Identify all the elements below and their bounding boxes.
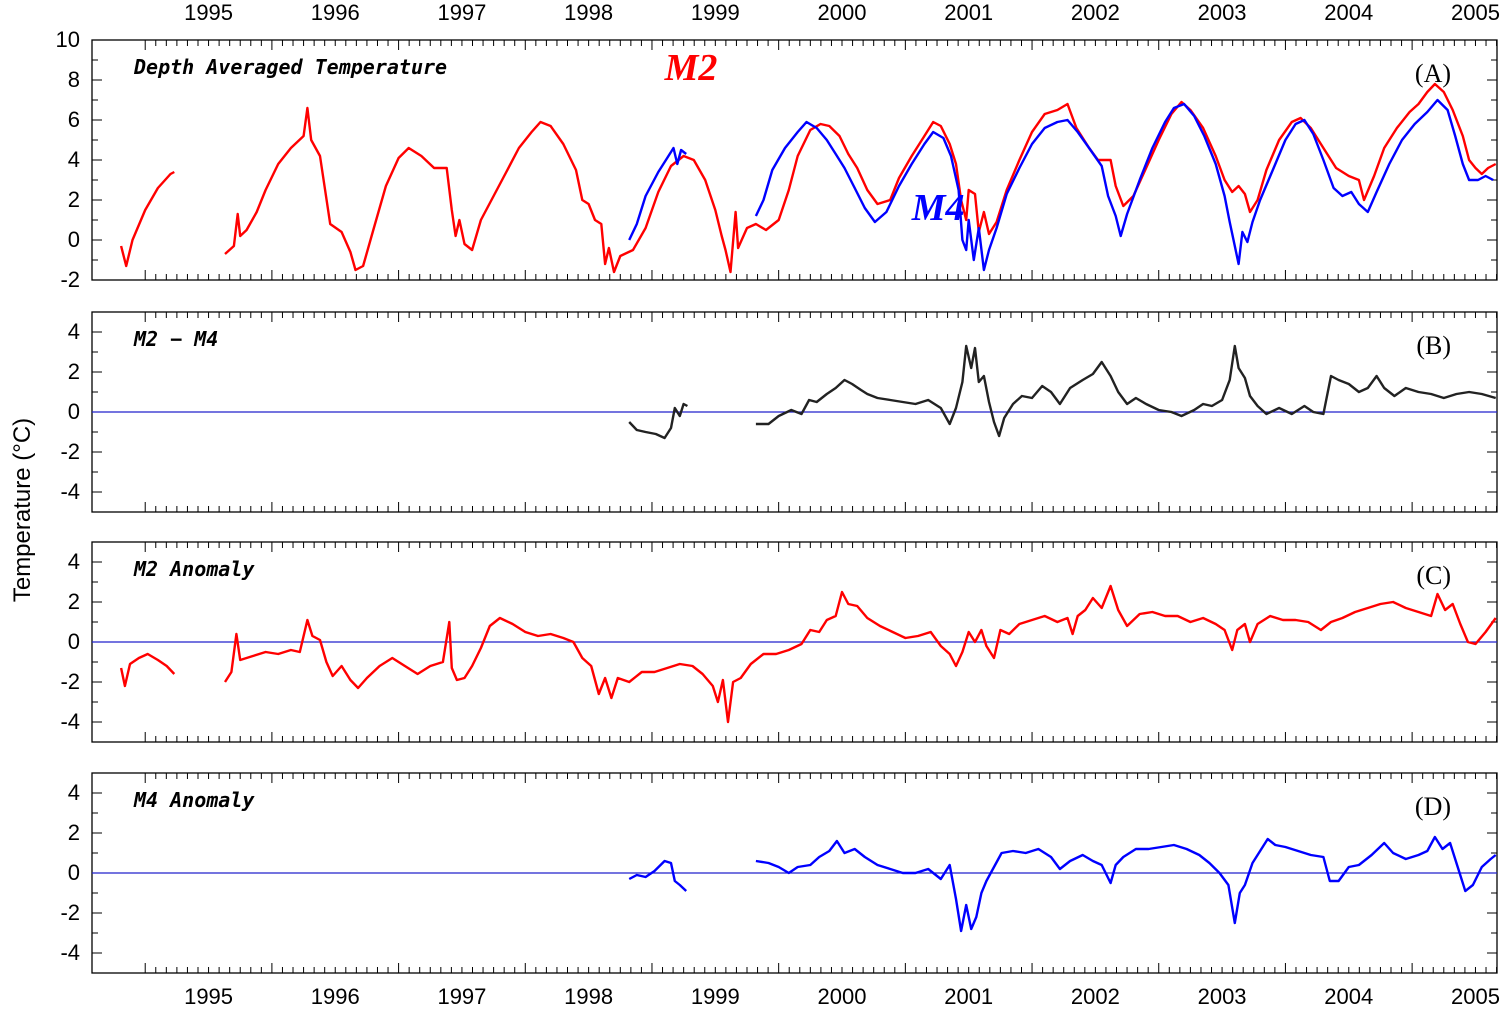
x-tick-label-top: 2001 xyxy=(944,0,993,25)
x-tick-label-top: 2003 xyxy=(1198,0,1247,25)
x-tick-label-bottom: 1996 xyxy=(311,984,360,1009)
series-group xyxy=(628,835,1497,933)
y-tick-label: -2 xyxy=(60,669,80,694)
x-tick-label-top: 2000 xyxy=(818,0,867,25)
x-tick-label-top: 1999 xyxy=(691,0,740,25)
series-line-m4-anomaly xyxy=(755,835,1497,933)
panel-c: -4 -2 0 2 4 M2 Anomaly (C) xyxy=(60,541,1498,743)
y-tick-label: 0 xyxy=(68,860,80,885)
y-tick-label: 2 xyxy=(68,359,80,384)
series-line-m4-anomaly xyxy=(628,859,688,892)
x-tick-label-top: 1997 xyxy=(437,0,486,25)
series-line-m4 xyxy=(628,146,687,241)
y-tick-label: -4 xyxy=(60,479,80,504)
panel-title: M4 Anomaly xyxy=(133,788,255,812)
y-tick-label: 0 xyxy=(68,399,80,424)
bottom-year-axis: 1995 1996 1997 1998 1999 2000 2001 2002 2003 2004… xyxy=(184,984,1500,1009)
series-line-m2 xyxy=(119,170,175,268)
panel-tag: (B) xyxy=(1416,331,1451,360)
y-tick-label: -2 xyxy=(60,267,80,292)
series-group xyxy=(628,344,1497,440)
series-line-m4 xyxy=(754,98,1494,272)
y-tick-label: 2 xyxy=(68,187,80,212)
panel-title: M2 Anomaly xyxy=(133,557,255,581)
series-line-m2-m4 xyxy=(755,344,1497,438)
series-line-m2-m4 xyxy=(628,402,688,440)
panel-d: -4 -2 0 2 4 M4 Anomaly (D) xyxy=(60,772,1498,974)
y-tick-label: 4 xyxy=(68,549,80,574)
x-tick-label-bottom: 2001 xyxy=(944,984,993,1009)
panel-tag: (A) xyxy=(1415,59,1451,88)
x-tick-label-bottom: 2004 xyxy=(1324,984,1373,1009)
panel-b: -4 -2 0 2 4 M2 − M4 (B) xyxy=(60,311,1498,513)
x-tick-label-bottom: 2000 xyxy=(818,984,867,1009)
y-tick-label: 8 xyxy=(68,67,80,92)
series-group xyxy=(119,82,1497,274)
y-tick-label: 0 xyxy=(68,629,80,654)
y-tick-label: 4 xyxy=(68,780,80,805)
y-tick-label: 10 xyxy=(56,27,80,52)
series-line-m2-anomaly xyxy=(119,652,176,688)
x-tick-label-top: 2002 xyxy=(1071,0,1120,25)
panel-title: M2 − M4 xyxy=(133,327,218,351)
x-tick-label-top: 1996 xyxy=(311,0,360,25)
x-tick-label-bottom: 2005 xyxy=(1451,984,1500,1009)
series-label-m4: M4 xyxy=(911,187,965,229)
y-tick-label: -2 xyxy=(60,900,80,925)
series-line-m2 xyxy=(224,82,1497,274)
top-year-axis: 1995 1996 1997 1998 1999 2000 2001 2002 2003 2004… xyxy=(184,0,1500,25)
series-line-m2-anomaly xyxy=(223,584,1497,724)
x-tick-label-bottom: 1998 xyxy=(564,984,613,1009)
x-tick-label-bottom: 1999 xyxy=(691,984,740,1009)
x-tick-label-top: 2005 xyxy=(1451,0,1500,25)
x-tick-label-top: 1995 xyxy=(184,0,233,25)
x-tick-label-top: 2004 xyxy=(1324,0,1373,25)
panels: -2 0 2 4 6 8 10 Depth Averaged Temperature (A) M2… xyxy=(56,27,1498,974)
y-tick-label: 2 xyxy=(68,589,80,614)
y-tick-label: -4 xyxy=(60,709,80,734)
panel-tag: (D) xyxy=(1415,792,1451,821)
x-tick-label-top: 1998 xyxy=(564,0,613,25)
series-group xyxy=(119,584,1497,724)
y-tick-label: -4 xyxy=(60,940,80,965)
series-label-m2: M2 xyxy=(664,47,718,89)
panel-tag: (C) xyxy=(1416,561,1451,590)
y-tick-label: 6 xyxy=(68,107,80,132)
y-tick-label: 4 xyxy=(68,319,80,344)
y-tick-label: 4 xyxy=(68,147,80,172)
y-tick-label: 2 xyxy=(68,820,80,845)
panel-a: -2 0 2 4 6 8 10 Depth Averaged Temperature (A) M2… xyxy=(56,27,1498,292)
x-tick-label-bottom: 2003 xyxy=(1198,984,1247,1009)
x-tick-label-bottom: 1995 xyxy=(184,984,233,1009)
y-tick-label: 0 xyxy=(68,227,80,252)
y-axis-label: Temperature (°C) xyxy=(9,418,36,602)
x-tick-label-bottom: 2002 xyxy=(1071,984,1120,1009)
y-tick-label: -2 xyxy=(60,439,80,464)
panel-title: Depth Averaged Temperature xyxy=(133,55,447,79)
x-tick-label-bottom: 1997 xyxy=(437,984,486,1009)
